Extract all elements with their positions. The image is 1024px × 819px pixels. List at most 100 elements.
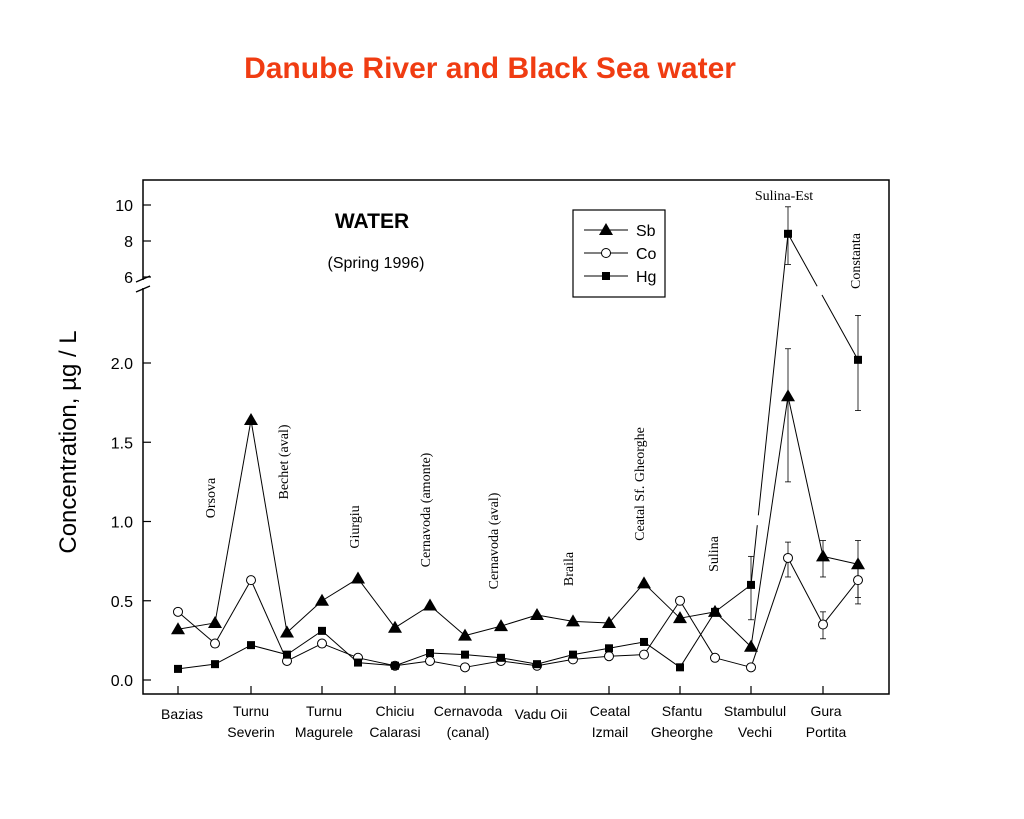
sb-marker: [781, 389, 795, 402]
x-tick-label: Gura: [810, 703, 841, 719]
sb-line-segment: [500, 614, 538, 627]
hg-line-segment: [429, 652, 466, 656]
x-tick-label: Izmail: [592, 724, 629, 740]
sb-marker: [423, 598, 437, 611]
co-line-segment: [394, 660, 431, 667]
sb-marker: [244, 413, 258, 426]
co-marker: [460, 662, 470, 673]
x-tick-label: Vechi: [738, 724, 772, 740]
sb-marker: [351, 571, 365, 584]
x-tick-label: Severin: [227, 724, 274, 740]
hg-marker: [533, 660, 541, 669]
co-line-segment: [714, 657, 752, 668]
co-line-segment: [214, 579, 252, 644]
hg-line-segment: [357, 662, 396, 667]
sb-marker: [566, 614, 580, 627]
axis-break-mark: [135, 285, 151, 293]
sb-line-segment: [822, 555, 859, 565]
legend-sb-marker: [599, 223, 613, 235]
plot-frame: [142, 179, 890, 695]
x-tick-label: Portita: [806, 724, 847, 740]
sb-marker: [637, 576, 651, 589]
co-line-segment: [357, 657, 396, 667]
y-tick-label: 6: [124, 270, 133, 287]
sb-line-segment: [787, 396, 824, 557]
co-marker: [246, 575, 256, 586]
sb-marker: [494, 619, 508, 632]
sb-marker: [602, 615, 616, 628]
hg-marker: [211, 660, 219, 669]
x-tick-label: Sfantu: [662, 703, 702, 719]
x-tick-label: Turnu: [233, 703, 269, 719]
co-marker: [746, 662, 756, 673]
hg-line-segment: [286, 630, 323, 656]
sb-line-segment: [286, 600, 323, 633]
co-marker: [317, 638, 327, 649]
hg-line-segment: [394, 652, 431, 667]
legend-hg-marker: [602, 272, 610, 280]
hg-marker: [711, 607, 719, 616]
hg-marker: [354, 658, 362, 667]
hg-marker: [426, 649, 434, 658]
y-tick-label: 2.0: [111, 356, 133, 373]
sb-line-segment: [177, 622, 216, 630]
hg-line-segment: [464, 654, 502, 659]
sb-line-segment: [464, 625, 502, 637]
hg-line-segment: [500, 657, 538, 665]
co-line-segment: [321, 643, 359, 659]
page-title: Danube River and Black Sea water: [244, 52, 736, 85]
panel-title: WATER: [335, 210, 409, 233]
hg-marker: [569, 650, 577, 659]
x-tick-label: Chiciu: [376, 703, 415, 719]
sb-line-segment: [608, 582, 645, 624]
hg-marker: [747, 580, 755, 589]
station-annotation: Sulina-Est: [755, 189, 813, 204]
y-axis-label: Concentration, µg / L: [55, 330, 82, 553]
x-tick-label: Vadu Oii: [515, 706, 568, 722]
legend-label-hg: Hg: [636, 269, 656, 286]
legend-label-sb: Sb: [636, 223, 656, 240]
y-tick-label: 1.0: [111, 515, 133, 532]
sb-marker: [208, 615, 222, 628]
hg-marker: [640, 637, 648, 646]
sb-line-segment: [714, 611, 752, 648]
co-line-segment: [643, 600, 681, 655]
station-annotation: Constanta: [849, 232, 864, 289]
hg-line-segment: [536, 654, 574, 665]
hg-marker: [497, 653, 505, 662]
station-annotation: Ceatal Sf. Gheorghe: [633, 427, 648, 541]
x-tick-label: Ceatal: [590, 703, 630, 719]
hg-line-segment: [750, 233, 789, 585]
sb-line-segment: [214, 419, 252, 624]
hg-marker: [247, 641, 255, 650]
hg-line-segment: [643, 641, 681, 668]
hg-marker: [784, 229, 792, 238]
hg-marker: [391, 661, 399, 670]
x-tick-label: Calarasi: [369, 724, 420, 740]
y-tick-label: 8: [124, 234, 133, 251]
co-marker: [639, 649, 649, 660]
co-marker: [675, 595, 685, 606]
co-marker: [425, 655, 435, 666]
station-annotation: Cernavoda (aval): [487, 492, 502, 589]
hg-line-segment: [572, 647, 610, 656]
hg-marker: [174, 664, 182, 673]
sb-line-segment: [429, 605, 466, 636]
co-line-segment: [429, 660, 466, 668]
x-tick-label: Bazias: [161, 706, 203, 722]
x-tick-label: Turnu: [306, 703, 342, 719]
sb-line-segment: [572, 620, 610, 624]
station-annotation: Giurgiu: [348, 505, 363, 548]
sb-marker: [171, 622, 185, 635]
hg-marker: [318, 626, 326, 635]
hg-line-segment: [608, 641, 645, 649]
hg-line-segment: [214, 644, 252, 665]
hg-line-segment: [250, 644, 288, 656]
hg-marker: [676, 663, 684, 672]
co-line-segment: [177, 611, 216, 644]
co-marker: [853, 575, 863, 586]
hg-line-segment: [321, 630, 359, 663]
co-marker: [818, 619, 828, 630]
hg-marker: [854, 355, 862, 364]
x-tick-label: Magurele: [295, 724, 354, 740]
